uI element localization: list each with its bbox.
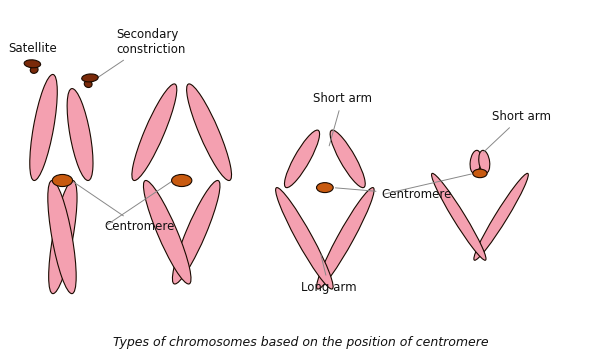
Ellipse shape (172, 180, 220, 284)
Ellipse shape (67, 88, 93, 180)
Text: Secondary
constriction: Secondary constriction (90, 28, 185, 82)
Ellipse shape (29, 74, 57, 180)
Ellipse shape (172, 174, 192, 187)
Ellipse shape (285, 130, 320, 188)
Ellipse shape (30, 66, 38, 73)
Ellipse shape (479, 150, 490, 173)
Text: Long arm: Long arm (301, 254, 356, 293)
Text: Centromere: Centromere (73, 182, 175, 233)
Text: Satellite: Satellite (9, 43, 58, 61)
Ellipse shape (82, 74, 98, 82)
Ellipse shape (470, 150, 481, 173)
Ellipse shape (432, 173, 486, 260)
Ellipse shape (474, 173, 529, 260)
Text: Short arm: Short arm (484, 110, 551, 152)
Ellipse shape (52, 174, 73, 187)
Ellipse shape (143, 180, 191, 284)
Ellipse shape (49, 180, 77, 293)
Ellipse shape (276, 188, 333, 289)
Text: Types of chromosomes based on the position of centromere: Types of chromosomes based on the positi… (113, 336, 489, 349)
Ellipse shape (48, 180, 76, 293)
Text: Short arm: Short arm (313, 92, 372, 146)
Ellipse shape (317, 188, 374, 289)
Ellipse shape (132, 84, 177, 180)
Ellipse shape (84, 81, 92, 87)
Ellipse shape (330, 130, 365, 188)
Ellipse shape (24, 60, 40, 68)
Ellipse shape (187, 84, 232, 180)
Ellipse shape (317, 183, 334, 192)
Text: Centromere: Centromere (335, 188, 452, 201)
Ellipse shape (473, 169, 487, 178)
